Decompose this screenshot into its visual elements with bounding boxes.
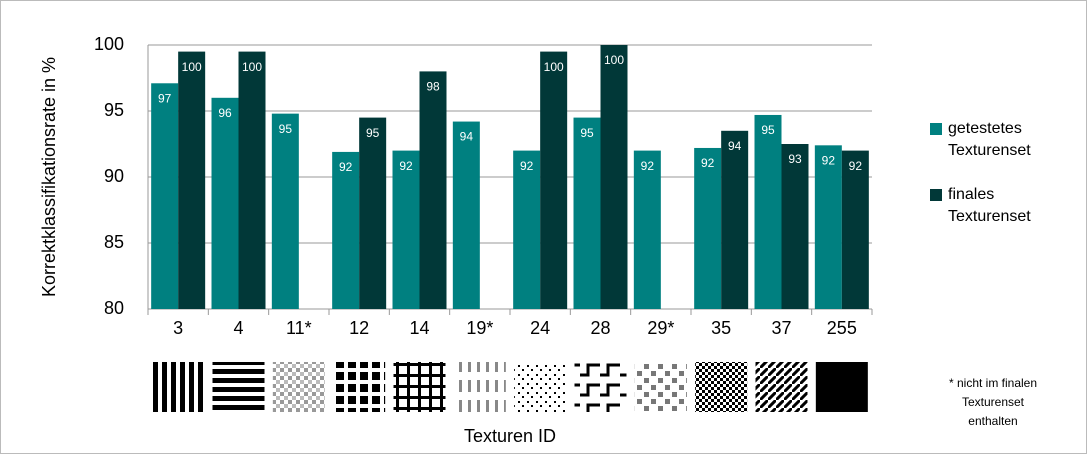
x-tick-label: 3 — [173, 318, 183, 338]
bar — [151, 83, 179, 309]
bar — [359, 117, 387, 309]
x-tick-label: 12 — [349, 318, 369, 338]
bar — [694, 147, 722, 309]
legend-item: getestetes Texturenset — [930, 118, 1070, 162]
footnote-line: enthalten — [968, 414, 1018, 428]
bar — [573, 117, 601, 309]
bar — [781, 144, 809, 309]
x-tick-label: 14 — [409, 318, 429, 338]
value-label: 100 — [242, 60, 262, 74]
x-tick-label: 255 — [827, 318, 857, 338]
texture-swatch — [755, 362, 808, 412]
value-label: 100 — [604, 53, 624, 67]
bar — [633, 150, 661, 309]
texture-swatch — [152, 362, 205, 412]
texture-swatch — [634, 362, 687, 412]
value-label: 92 — [520, 159, 534, 173]
value-label: 97 — [158, 91, 172, 105]
value-label: 92 — [849, 159, 863, 173]
value-label: 98 — [426, 80, 440, 94]
bar — [721, 130, 749, 309]
bar — [452, 121, 480, 309]
bar — [513, 150, 541, 309]
y-tick-label: 85 — [104, 232, 124, 252]
value-label: 95 — [279, 122, 293, 136]
legend-label: finales Texturenset — [948, 186, 1031, 225]
texture-swatch — [453, 362, 506, 412]
value-label: 100 — [182, 60, 202, 74]
bar — [271, 113, 299, 309]
value-label: 100 — [544, 60, 564, 74]
value-label: 92 — [339, 160, 353, 174]
value-label: 94 — [460, 130, 474, 144]
bar — [178, 51, 206, 309]
value-label: 92 — [822, 153, 836, 167]
legend-swatch — [930, 189, 942, 201]
x-tick-label: 37 — [771, 318, 791, 338]
bar — [754, 114, 782, 310]
x-tick-label: 4 — [233, 318, 243, 338]
value-label: 93 — [788, 152, 802, 166]
footnote-line: Texturenset — [961, 395, 1025, 409]
legend-swatch — [930, 123, 942, 135]
x-tick-label: 28 — [590, 318, 610, 338]
y-tick-label: 95 — [104, 100, 124, 120]
texture-swatch — [574, 362, 627, 412]
texture-swatch — [393, 362, 446, 412]
x-tick-label: 11* — [286, 318, 312, 338]
value-label: 92 — [399, 159, 413, 173]
texture-swatch — [695, 362, 748, 412]
texture-swatch — [514, 362, 567, 412]
bar — [211, 97, 239, 309]
texture-swatch — [272, 362, 325, 412]
x-tick-label: 24 — [530, 318, 550, 338]
value-label: 95 — [366, 126, 380, 140]
legend-label: getestetes Texturenset — [948, 120, 1031, 159]
x-tick-label: 35 — [711, 318, 731, 338]
y-axis-label: Korrektklassifikationsrate in % — [39, 57, 59, 297]
bar — [238, 51, 266, 309]
value-label: 95 — [580, 126, 594, 140]
bar — [332, 151, 360, 309]
texture-swatch — [815, 362, 868, 412]
legend-item: finales Texturenset — [930, 184, 1070, 228]
bar — [540, 51, 568, 309]
value-label: 94 — [728, 139, 742, 153]
bar — [392, 150, 420, 309]
bar — [419, 71, 447, 310]
footnote-line: * nicht im finalen — [948, 376, 1038, 390]
texture-swatch — [212, 362, 265, 412]
x-axis-label: Texturen ID — [464, 426, 556, 446]
value-label: 95 — [761, 123, 775, 137]
bar — [841, 150, 869, 309]
y-tick-label: 80 — [104, 298, 124, 318]
footnote: * nicht im finalen Texturenset enthalten — [918, 374, 1068, 431]
bar — [600, 45, 628, 309]
value-label: 92 — [641, 159, 655, 173]
value-label: 96 — [218, 106, 232, 120]
texture-swatch — [333, 362, 386, 412]
x-tick-label: 19* — [466, 318, 493, 338]
bar — [814, 145, 842, 309]
y-tick-label: 90 — [104, 166, 124, 186]
x-tick-label: 29* — [647, 318, 674, 338]
y-tick-label: 100 — [94, 34, 124, 54]
value-label: 92 — [701, 156, 715, 170]
